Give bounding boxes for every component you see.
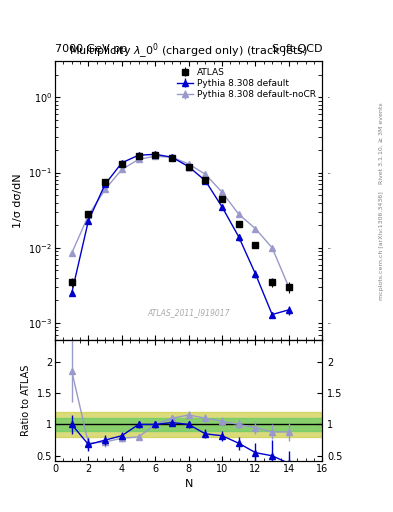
X-axis label: N: N — [184, 479, 193, 489]
Text: mcplots.cern.ch [arXiv:1306.3436]: mcplots.cern.ch [arXiv:1306.3436] — [379, 191, 384, 300]
Text: ATLAS_2011_I919017: ATLAS_2011_I919017 — [147, 309, 230, 317]
Bar — [55, 418, 322, 431]
Y-axis label: Ratio to ATLAS: Ratio to ATLAS — [21, 365, 31, 436]
Bar — [55, 412, 322, 437]
Text: Rivet 3.1.10, ≥ 3M events: Rivet 3.1.10, ≥ 3M events — [379, 102, 384, 184]
Text: 7000 GeV pp: 7000 GeV pp — [55, 44, 127, 54]
Title: Multiplicity $\lambda\_0^0$ (charged only) (track jets): Multiplicity $\lambda\_0^0$ (charged onl… — [69, 42, 308, 61]
Text: Soft QCD: Soft QCD — [272, 44, 322, 54]
Legend: ATLAS, Pythia 8.308 default, Pythia 8.308 default-noCR: ATLAS, Pythia 8.308 default, Pythia 8.30… — [175, 66, 318, 101]
Y-axis label: 1/σ dσ/dN: 1/σ dσ/dN — [13, 173, 23, 228]
